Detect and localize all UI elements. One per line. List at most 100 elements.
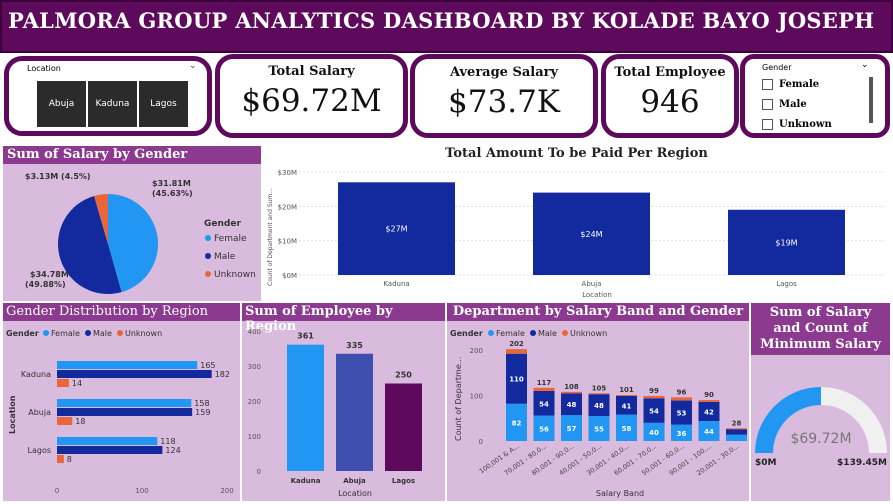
total-salary-label: Total Salary: [268, 64, 355, 79]
employee-bar: [287, 344, 324, 471]
region-data-label: $19M: [775, 238, 797, 247]
y-tick-label: $20M: [278, 203, 297, 211]
legend-male-label: Male: [538, 329, 557, 338]
gbr-data-label: 118: [160, 437, 175, 446]
dbb-data-label: 48: [567, 401, 577, 409]
legend-male-label: Male: [214, 252, 236, 262]
gbr-data-label: 8: [67, 455, 72, 464]
employee-data-label: 361: [297, 332, 314, 341]
gbr-ylabel: Location: [8, 395, 17, 434]
dbb-data-label: 53: [677, 410, 687, 418]
dbb-bar-male: [506, 353, 527, 404]
dbb-total-label: 202: [509, 340, 524, 348]
y-tick-label: $10M: [278, 238, 297, 246]
y-tick-label: 0: [479, 438, 483, 446]
region-bar: [338, 182, 455, 275]
dbb-data-label: 36: [677, 430, 687, 438]
salary-by-gender-chart: $3.13M (4.5%) $31.81M (45.63%) $34.78M (…: [25, 172, 256, 294]
dashboard-title: PALMORA GROUP ANALYTICS DASHBOARD BY KOL…: [8, 8, 875, 33]
checkbox-icon[interactable]: [762, 99, 773, 110]
chevron-down-icon[interactable]: ⌄: [861, 60, 869, 70]
legend-female-label: Female: [496, 329, 525, 338]
y-tick-label: 0: [257, 468, 261, 476]
average-salary-label: Average Salary: [449, 65, 559, 80]
dbb-total-label: 90: [704, 391, 714, 399]
gbr-data-label: 159: [195, 408, 210, 417]
gbr-data-label: 165: [200, 361, 215, 370]
gbr-data-label: 124: [165, 446, 180, 455]
dept-by-band-panel: Department by Salary Band and Gender 0 10…: [447, 303, 749, 501]
legend-unknown-label: Unknown: [214, 270, 256, 280]
x-tick-label: Abuja: [343, 477, 366, 485]
dbb-bar-unknown: [588, 393, 610, 395]
dbb-data-label: 54: [649, 408, 659, 416]
legend-unknown-dot: [205, 271, 211, 277]
pie-slice-unknown: [94, 194, 108, 244]
region-ylabel: Count of Department and Sum...: [267, 188, 274, 286]
y-tick-label: Abuja: [28, 408, 51, 417]
y-tick-label: 200: [248, 398, 261, 406]
location-option-kaduna[interactable]: Kaduna: [88, 81, 137, 127]
gender-slicer-label: Gender: [762, 63, 792, 72]
dbb-total-label: 28: [732, 419, 742, 427]
dbb-bar-female: [506, 403, 527, 441]
dbb-bar-male: [671, 400, 692, 425]
total-salary-value: $69.72M: [241, 83, 382, 119]
paid-per-region-panel: Total Amount To be Paid Per Region $0M $1…: [263, 146, 890, 301]
dbb-data-label: 54: [539, 400, 549, 408]
gauge-track: [820, 387, 887, 453]
legend-female-dot: [488, 330, 494, 336]
legend-female-dot: [205, 235, 211, 241]
dbb-bar-unknown: [643, 396, 665, 399]
dbb-ylabel: Count of Departme...: [454, 357, 463, 441]
region-bar: [728, 209, 845, 275]
scrollbar[interactable]: [869, 77, 873, 123]
salary-gauge-panel: Sum of Salary and Count of Minimum Salar…: [751, 303, 890, 501]
pie-label-male: $34.78M: [30, 270, 69, 279]
salary-gauge-title: Sum of Salary and Count of Minimum Salar…: [751, 303, 890, 355]
location-option-abuja[interactable]: Abuja: [37, 81, 86, 127]
dbb-bar-male: [726, 429, 747, 435]
dbb-bar-female: [698, 421, 720, 441]
dbb-data-label: 41: [622, 402, 632, 410]
gauge-min: $0M: [755, 458, 777, 468]
dbb-legend-title: Gender: [450, 329, 483, 338]
pie-pct-male: (49.88%): [25, 280, 66, 289]
x-tick-label: Abuja: [582, 280, 602, 288]
chevron-down-icon[interactable]: ⌄: [189, 61, 197, 71]
location-slicer-label: Location: [27, 64, 61, 73]
dbb-data-label: 56: [539, 425, 549, 433]
dbb-data-label: 42: [704, 408, 714, 416]
pie-slice-male: [58, 195, 122, 294]
region-bar: [533, 192, 650, 275]
x-tick-label: 100: [135, 487, 148, 495]
dbb-bar-female: [616, 414, 637, 441]
checkbox-icon[interactable]: [762, 119, 773, 130]
x-tick-label: Kaduna: [291, 477, 321, 485]
gbr-bar-female: [57, 399, 192, 407]
total-employee-card: Total Employee 946: [601, 54, 739, 138]
dbb-bar-male: [616, 396, 637, 415]
total-salary-card: Total Salary $69.72M: [215, 54, 408, 138]
y-tick-label: 300: [248, 363, 261, 371]
dbb-total-label: 99: [649, 387, 659, 395]
dbb-bar-unknown: [561, 391, 582, 394]
gbr-bar-female: [57, 437, 158, 445]
pie-label-female: $31.81M: [152, 179, 191, 188]
average-salary-card: Average Salary $73.7K: [410, 54, 598, 138]
checkbox-icon[interactable]: [762, 79, 773, 90]
legend-male-label: Male: [93, 329, 112, 338]
location-slicer: Location ⌄ Abuja Kaduna Lagos: [4, 56, 212, 136]
employee-by-region-title: Sum of Employee by Region: [242, 303, 445, 334]
dbb-data-label: 110: [509, 376, 524, 384]
gender-option-male[interactable]: Male: [762, 99, 807, 110]
legend-unknown-dot: [562, 330, 568, 336]
dbb-bar-female: [726, 434, 747, 441]
gender-option-unknown[interactable]: Unknown: [762, 119, 832, 130]
gender-option-female[interactable]: Female: [762, 79, 819, 90]
gender-option-label: Unknown: [779, 119, 832, 130]
location-option-lagos[interactable]: Lagos: [139, 81, 188, 127]
gender-slicer: Gender ⌄ Female Male Unknown: [740, 54, 890, 138]
dbb-data-label: 48: [594, 402, 604, 410]
dbb-bar-unknown: [726, 428, 747, 430]
